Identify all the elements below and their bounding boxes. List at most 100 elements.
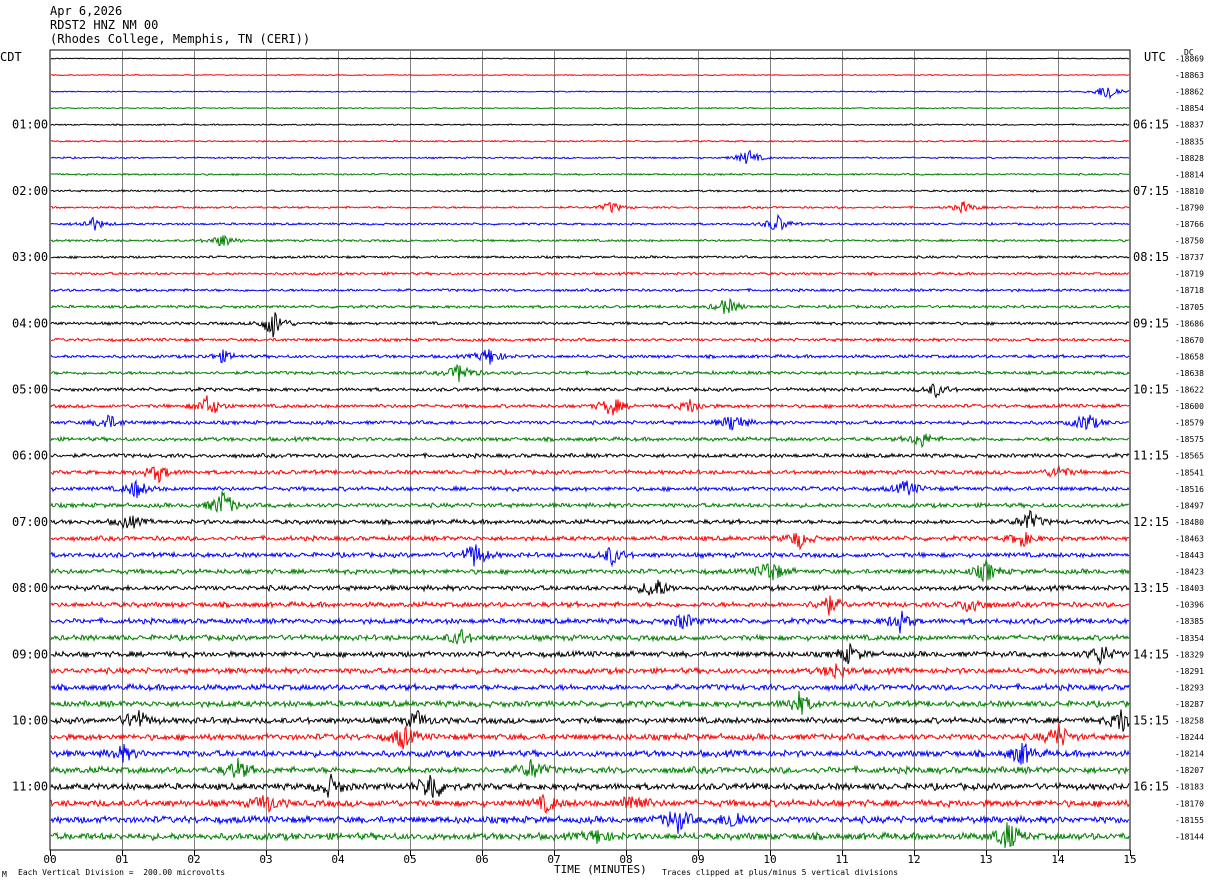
trace-offset-label: -18835: [1175, 137, 1204, 146]
trace-offset-label: -18565: [1175, 452, 1204, 461]
trace-12: [50, 254, 1130, 260]
right-hour-label: 06:15: [1133, 118, 1169, 132]
trace-offset-label: -18354: [1175, 634, 1204, 643]
trace-34: [50, 610, 1130, 634]
trace-5: [50, 139, 1130, 143]
trace-44: [50, 773, 1130, 798]
trace-offset-label: -18423: [1175, 568, 1204, 577]
trace-45: [50, 793, 1130, 815]
trace-offset-label: -18329: [1175, 650, 1204, 659]
x-tick-label: 12: [907, 853, 920, 866]
trace-offset-label: -18814: [1175, 170, 1204, 179]
trace-38: [50, 682, 1130, 693]
trace-offset-label: -18600: [1175, 402, 1204, 411]
trace-22: [50, 414, 1130, 431]
x-tick-label: 01: [115, 853, 128, 866]
trace-offset-label: -18705: [1175, 303, 1204, 312]
right-hour-label: 11:15: [1133, 449, 1169, 463]
trace-offset-label: -18863: [1175, 71, 1204, 80]
left-hour-label: 10:00: [12, 714, 48, 728]
trace-0: [50, 57, 1130, 60]
right-hour-label: 10:15: [1133, 383, 1169, 397]
trace-offset-label: -18750: [1175, 237, 1204, 246]
trace-16: [50, 312, 1130, 338]
left-hour-label: 06:00: [12, 449, 48, 463]
trace-31: [50, 559, 1130, 583]
trace-14: [50, 287, 1130, 293]
trace-39: [50, 690, 1130, 715]
left-hour-label: 03:00: [12, 250, 48, 264]
trace-offset-label: -18869: [1175, 55, 1204, 64]
trace-offset-label: -18658: [1175, 352, 1204, 361]
trace-offset-label: -18862: [1175, 88, 1204, 97]
left-hour-label: 04:00: [12, 316, 48, 330]
trace-offset-label: -18403: [1175, 584, 1204, 593]
trace-27: [50, 491, 1130, 514]
trace-offset-label: -18214: [1175, 750, 1204, 759]
trace-offset-label: -18790: [1175, 203, 1204, 212]
x-tick-label: 02: [187, 853, 200, 866]
x-tick-label: 00: [43, 853, 56, 866]
right-timezone-label: UTC: [1144, 50, 1166, 64]
trace-offset-label: -18810: [1175, 187, 1204, 196]
trace-offset-label: -18291: [1175, 667, 1204, 676]
right-hour-label: 14:15: [1133, 647, 1169, 661]
right-hour-label: 16:15: [1133, 780, 1169, 794]
trace-24: [50, 451, 1130, 460]
trace-offset-label: -18622: [1175, 386, 1204, 395]
left-hour-label: 05:00: [12, 383, 48, 397]
trace-offset-label: -18718: [1175, 286, 1204, 295]
trace-offset-label: -18244: [1175, 733, 1204, 742]
x-axis-title: TIME (MINUTES): [554, 863, 647, 876]
trace-21: [50, 395, 1130, 416]
trace-28: [50, 509, 1130, 530]
left-hour-label: 02:00: [12, 184, 48, 198]
x-tick-label: 08: [619, 853, 632, 866]
trace-offset-label: -18170: [1175, 799, 1204, 808]
trace-20: [50, 383, 1130, 399]
left-hour-label: 07:00: [12, 515, 48, 529]
trace-23: [50, 433, 1130, 449]
trace-offset-label: -18385: [1175, 617, 1204, 626]
trace-offset-label: -10396: [1175, 601, 1204, 610]
trace-offset-label: -18579: [1175, 419, 1204, 428]
x-tick-label: 09: [691, 853, 704, 866]
plot-frame: [49, 49, 1131, 851]
x-tick-label: 15: [1123, 853, 1136, 866]
trace-25: [50, 465, 1130, 484]
left-timezone-label: CDT: [0, 50, 22, 64]
trace-offset-label: -18155: [1175, 816, 1204, 825]
trace-32: [50, 579, 1130, 596]
clip-note: Traces clipped at plus/minus 5 vertical …: [662, 868, 899, 877]
trace-4: [50, 123, 1130, 127]
trace-offset-label: -18258: [1175, 717, 1204, 726]
x-tick-label: 13: [979, 853, 992, 866]
trace-offset-label: -18293: [1175, 683, 1204, 692]
trace-19: [50, 363, 1130, 383]
trace-offset-label: -18183: [1175, 783, 1204, 792]
trace-9: [50, 201, 1130, 215]
left-hour-label: 11:00: [12, 780, 48, 794]
x-tick-label: 06: [475, 853, 488, 866]
dc-label: DC: [1184, 48, 1194, 57]
scale-note: Each Vertical Division = 200.00 microvol…: [18, 868, 226, 877]
x-tick-label: 04: [331, 853, 345, 866]
trace-offset-label: -18766: [1175, 220, 1204, 229]
trace-18: [50, 349, 1130, 365]
trace-46: [50, 810, 1130, 834]
right-hour-label: 08:15: [1133, 250, 1169, 264]
x-tick-label: 03: [259, 853, 272, 866]
left-hour-label: 09:00: [12, 647, 48, 661]
trace-33: [50, 595, 1130, 616]
trace-17: [50, 337, 1130, 343]
trace-47: [50, 822, 1130, 848]
trace-offset-label: -18638: [1175, 369, 1204, 378]
right-hour-label: 15:15: [1133, 714, 1169, 728]
header-date: Apr 6,2026: [50, 4, 123, 18]
trace-offset-label: -18670: [1175, 336, 1204, 345]
trace-8: [50, 188, 1130, 193]
trace-offset-label: -18516: [1175, 485, 1204, 494]
trace-10: [50, 213, 1130, 231]
trace-13: [50, 271, 1130, 277]
